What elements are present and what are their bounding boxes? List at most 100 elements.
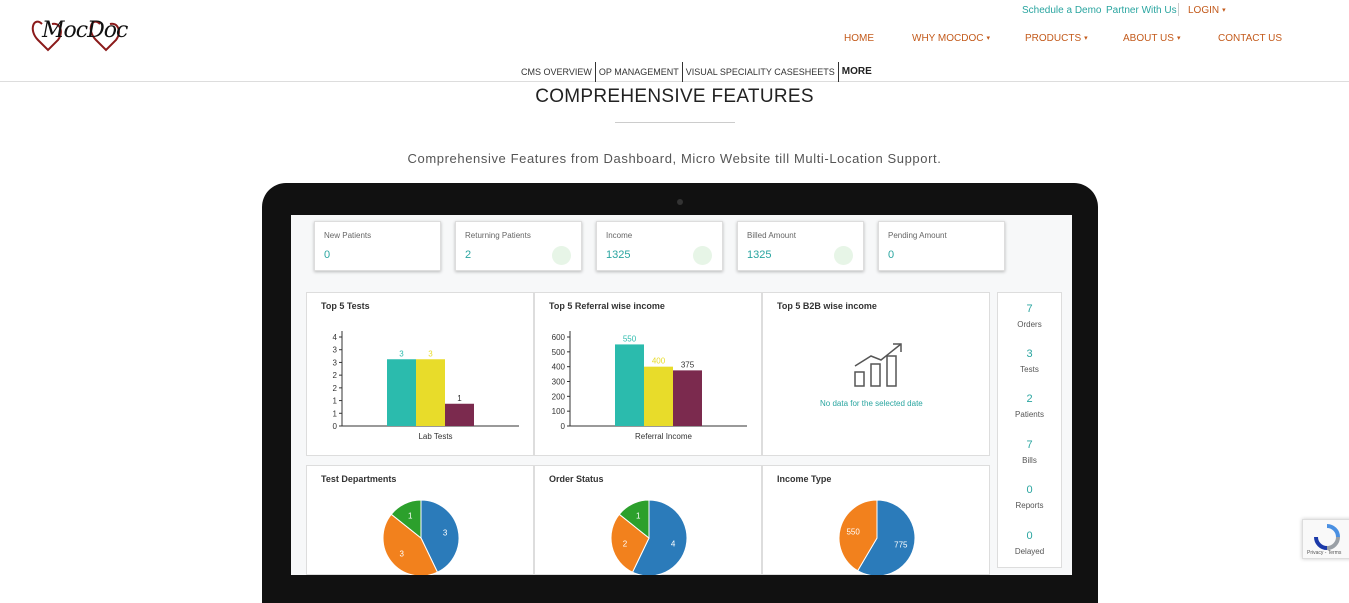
panel-order-status: Order Status 4 2 1 <box>534 465 762 575</box>
income-type-chart: 775 550 <box>838 499 916 575</box>
divider <box>1178 3 1179 16</box>
pie-slice <box>631 499 688 575</box>
pie-slice-label: 2 <box>623 539 628 548</box>
panel-top-tests: Top 5 Tests 0 1 1 2 2 3 3 4 3 3 1 Lab Tests <box>306 292 534 456</box>
bar-value-label: 400 <box>652 357 666 366</box>
nav-products[interactable]: PRODUCTS ▾ <box>1025 33 1088 44</box>
y-tick-label: 2 <box>333 384 338 393</box>
y-tick-label: 0 <box>561 422 566 431</box>
stat-label: Pending Amount <box>888 231 947 240</box>
panel-test-departments: Test Departments 3 3 1 <box>306 465 534 575</box>
pie-slice-label: 550 <box>846 527 860 536</box>
sub-navigation: CMS OVERVIEW OP MANAGEMENT VISUAL SPECIA… <box>518 62 875 82</box>
y-tick-label: 3 <box>333 346 338 355</box>
schedule-demo-link[interactable]: Schedule a Demo <box>1022 5 1102 16</box>
x-axis-label: Lab Tests <box>418 432 452 441</box>
summary-orders-label: Orders <box>1017 320 1042 329</box>
bar-value-label: 1 <box>457 394 462 403</box>
partner-link[interactable]: Partner With Us <box>1106 5 1177 16</box>
panel-title: Test Departments <box>321 474 397 484</box>
summary-delayed-count: 0 <box>1026 530 1033 542</box>
summary-reports-label: Reports <box>1015 501 1044 510</box>
pie-slice <box>618 499 650 540</box>
bar-value-label: 3 <box>428 349 433 358</box>
stat-label: Income <box>606 231 633 240</box>
pie-slice <box>420 499 460 573</box>
header: MocDoc Schedule a Demo Partner With Us L… <box>0 0 1349 82</box>
pie-slice-label: 3 <box>443 529 448 538</box>
y-tick-label: 500 <box>552 348 566 357</box>
summary-bills-count: 7 <box>1026 439 1033 451</box>
y-tick-label: 200 <box>552 392 566 401</box>
nav-why-label: WHY MOCDOC <box>912 33 984 44</box>
no-data-message: No data for the selected date <box>820 399 923 408</box>
bar <box>673 370 702 426</box>
test-departments-chart: 3 3 1 <box>382 499 460 575</box>
subnav-visual-casesheets[interactable]: VISUAL SPECIALITY CASESHEETS <box>683 62 839 82</box>
panel-b2b-income: Top 5 B2B wise income No data for the se… <box>762 292 990 456</box>
nav-contact[interactable]: CONTACT US <box>1218 33 1283 44</box>
y-tick-label: 3 <box>333 358 338 367</box>
recaptcha-icon <box>1314 524 1340 550</box>
bar <box>387 359 416 426</box>
summary-patients-count: 2 <box>1026 393 1033 405</box>
nav-products-label: PRODUCTS <box>1025 33 1082 44</box>
stat-icon <box>552 246 571 265</box>
x-axis-label: Referral Income <box>635 432 692 441</box>
stat-label: Returning Patients <box>465 231 531 240</box>
y-tick-label: 600 <box>552 333 566 342</box>
caret-down-icon: ▾ <box>1222 7 1226 14</box>
panel-income-type: Income Type 775 550 <box>762 465 990 575</box>
pie-slice-label: 1 <box>636 512 641 521</box>
bar-value-label: 3 <box>399 349 404 358</box>
order-status-chart: 4 2 1 <box>610 499 688 575</box>
camera-icon <box>677 199 683 205</box>
y-tick-label: 4 <box>333 333 338 342</box>
nav-why-mocdoc[interactable]: WHY MOCDOC ▾ <box>912 33 990 44</box>
mocdoc-logo[interactable] <box>30 14 140 54</box>
pie-slice <box>856 499 916 575</box>
bar <box>644 366 673 426</box>
stat-icon <box>834 246 853 265</box>
dashboard-screen: New Patients 0 Returning Patients 2 Inco… <box>291 215 1072 575</box>
summary-orders-count: 7 <box>1026 303 1033 315</box>
bar <box>416 359 445 426</box>
bar-value-label: 550 <box>623 334 637 343</box>
pie-slice <box>382 513 439 575</box>
pie-slice <box>390 499 422 540</box>
stat-card-income: Income 1325 <box>596 221 723 271</box>
subnav-op-management[interactable]: OP MANAGEMENT <box>596 62 683 82</box>
subnav-more[interactable]: MORE <box>841 66 872 77</box>
stat-label: New Patients <box>324 231 372 240</box>
stat-value: 0 <box>888 249 895 261</box>
stat-label: Billed Amount <box>747 231 796 240</box>
recaptcha-privacy-terms[interactable]: Privacy - Terms <box>1307 550 1342 556</box>
bar-value-label: 375 <box>681 360 695 369</box>
subnav-cms-overview[interactable]: CMS OVERVIEW <box>518 62 596 82</box>
page-subtitle: Comprehensive Features from Dashboard, M… <box>407 151 942 166</box>
panel-title: Top 5 B2B wise income <box>777 301 877 311</box>
y-tick-label: 1 <box>333 409 338 418</box>
stat-value: 1325 <box>606 249 631 261</box>
summary-bills-label: Bills <box>1022 456 1037 465</box>
caret-down-icon: ▾ <box>986 35 990 42</box>
panel-title: Top 5 Tests <box>321 301 370 311</box>
login-menu[interactable]: LOGIN ▾ <box>1188 5 1226 16</box>
login-label: LOGIN <box>1188 5 1220 16</box>
summary-tests-label: Tests <box>1020 365 1039 374</box>
y-tick-label: 400 <box>552 363 566 372</box>
top-tests-chart: 0 1 1 2 2 3 3 4 3 3 1 Lab Tests <box>333 331 519 441</box>
pie-slice-label: 1 <box>408 512 413 521</box>
nav-about[interactable]: ABOUT US ▾ <box>1123 33 1180 44</box>
summary-reports-count: 0 <box>1026 484 1033 496</box>
nav-home[interactable]: HOME <box>844 33 874 44</box>
recaptcha-badge[interactable]: Privacy - Terms <box>1302 519 1349 559</box>
y-tick-label: 100 <box>552 407 566 416</box>
stat-value: 2 <box>465 249 472 261</box>
caret-down-icon: ▾ <box>1084 35 1088 42</box>
pie-slice-label: 775 <box>894 541 908 550</box>
panel-title: Order Status <box>549 474 604 484</box>
panel-title: Top 5 Referral wise income <box>549 301 665 311</box>
logo-text: MocDoc <box>42 18 128 43</box>
panel-referral-income: Top 5 Referral wise income 0 100 200 300 400… <box>534 292 762 456</box>
